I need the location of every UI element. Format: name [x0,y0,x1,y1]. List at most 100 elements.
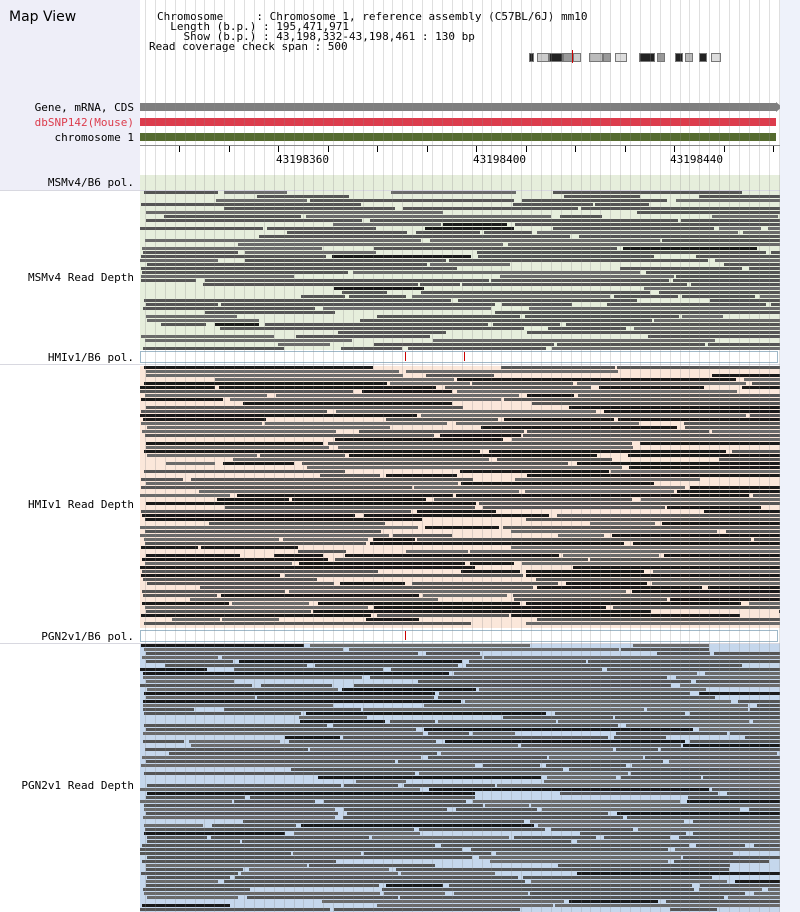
hmiv1-pol-strip[interactable] [140,351,778,363]
read-alignment [299,562,465,565]
read-alignment [569,900,658,903]
read-alignment [483,764,540,767]
read-alignment [360,319,652,322]
grid-line [303,0,304,912]
polymorphism-marker[interactable] [464,352,465,361]
read-alignment [537,586,702,589]
right-scroll-strip[interactable] [780,0,800,912]
read-alignment [333,724,618,727]
read-alignment [754,892,780,895]
read-alignment [502,303,572,306]
read-alignment [513,203,593,206]
ruler-tick [328,146,329,152]
grid-line [392,0,393,912]
read-alignment [364,514,549,517]
read-alignment [557,514,780,517]
read-alignment [336,410,596,413]
read-alignment [345,554,559,557]
read-alignment [391,668,602,671]
read-alignment [374,606,606,609]
coverage-span-info: Read coverage check span : 500 [149,40,348,53]
read-alignment [142,756,421,759]
grid-line [482,0,483,912]
read-alignment [140,390,353,393]
read-alignment [224,708,361,711]
read-alignment [648,335,780,338]
read-alignment [616,748,658,751]
pgn2v1-pol-strip[interactable] [140,630,778,642]
read-alignment [754,844,780,847]
read-alignment [140,668,207,671]
read-alignment [670,908,717,911]
read-alignment [189,740,280,743]
read-alignment [566,582,647,585]
read-alignment [289,740,436,743]
read-alignment [223,462,294,465]
read-alignment [511,614,740,617]
read-alignment [615,716,780,719]
read-alignment [146,374,403,377]
grid-line [610,0,611,912]
grid-line [709,0,710,912]
read-alignment [454,892,528,895]
divider [0,190,800,191]
read-alignment [299,716,367,719]
read-alignment [479,502,780,505]
grid-line [145,0,146,912]
ruler-tick [377,146,378,152]
read-alignment [146,406,463,409]
grid-line [185,0,186,912]
read-alignment [465,700,731,703]
read-alignment [614,295,678,298]
read-alignment [260,454,345,457]
read-alignment [744,378,780,381]
read-alignment [753,720,780,723]
read-alignment [768,888,780,891]
ruler-tick [179,146,180,152]
grid-line [412,0,413,912]
read-alignment [300,720,385,723]
read-alignment [334,287,424,290]
read-alignment [563,554,659,557]
read-alignment [669,760,780,763]
read-alignment [631,772,780,775]
read-alignment [143,672,449,675]
read-alignment [726,530,780,533]
grid-line [373,0,374,912]
read-alignment [542,808,740,811]
read-alignment [750,414,780,417]
polymorphism-marker[interactable] [405,352,406,361]
read-alignment [647,708,748,711]
read-alignment [531,804,780,807]
read-alignment [310,199,514,202]
read-alignment [544,780,780,783]
read-alignment [234,668,383,671]
grid-line [670,0,671,912]
snp-track-bar[interactable] [140,118,776,126]
read-alignment [245,251,376,254]
chromosome-ideogram[interactable] [529,50,727,63]
read-alignment [403,207,578,210]
read-alignment [294,832,420,835]
read-alignment [165,664,307,667]
read-alignment [501,366,615,369]
grid-line [284,0,285,912]
polymorphism-marker[interactable] [405,631,406,640]
ruler-tick [476,146,477,152]
read-alignment [257,195,349,198]
read-alignment [719,458,780,461]
read-alignment [363,708,644,711]
read-alignment [145,748,308,751]
grid-line [511,0,512,912]
read-alignment [353,271,640,274]
gene-track-bar[interactable] [140,103,776,111]
divider [0,364,800,365]
read-alignment [551,828,633,831]
grid-line [402,0,403,912]
read-alignment [515,223,780,226]
read-alignment [743,231,780,234]
read-alignment [370,542,624,545]
chromosome-track-bar[interactable] [140,133,776,141]
read-alignment [147,784,341,787]
read-alignment [145,530,381,533]
